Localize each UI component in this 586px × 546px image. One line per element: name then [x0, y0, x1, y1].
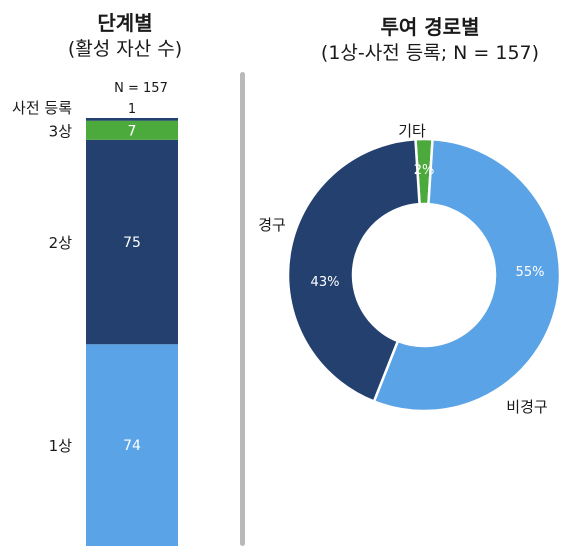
bar-value-label: 74 [123, 438, 141, 454]
chart-divider [240, 72, 245, 546]
bar-segment-2 [86, 139, 178, 345]
bar-category-label: 2상 [49, 234, 73, 252]
route-chart-subtitle: (1상-사전 등록; N = 157) [320, 42, 540, 64]
slice-percent-label: 55% [516, 265, 545, 280]
bar-value-label: 7 [128, 123, 137, 139]
bar-category-label: 3상 [49, 122, 73, 140]
bar-value-label: 1 [128, 102, 136, 117]
donut-slice [372, 137, 562, 413]
route-donut-chart: 2% 기타 55% 비경구 43% 경구 [258, 122, 562, 416]
stage-chart-subtitle: (활성 자산 수) [67, 38, 183, 60]
slice-category-label: 경구 [258, 216, 286, 234]
stage-chart-title: 단계별 [97, 11, 153, 35]
bar-category-label: 1상 [49, 437, 73, 455]
bar-segment-1 [86, 344, 178, 546]
route-chart-title-block: 투여 경로별 (1상-사전 등록; N = 157) [290, 14, 570, 66]
bar-segment-3 [86, 120, 178, 140]
stage-chart-title-block: 단계별 (활성 자산 수) [40, 10, 210, 62]
bar-value-label: 75 [123, 235, 141, 251]
stage-stacked-bar-chart: N = 157 74 1상 75 2상 7 3상 1 사전 등록 [12, 81, 178, 546]
slice-percent-label: 43% [311, 275, 340, 290]
slice-category-label: 비경구 [506, 398, 547, 416]
total-count-label: N = 157 [114, 81, 168, 96]
donut-slice [286, 137, 421, 404]
route-chart-title: 투여 경로별 [380, 15, 480, 39]
slice-category-label: 기타 [398, 122, 426, 140]
bar-segment-4 [86, 118, 178, 121]
bar-category-label: 사전 등록 [12, 99, 72, 117]
slice-percent-label: 2% [414, 163, 435, 178]
